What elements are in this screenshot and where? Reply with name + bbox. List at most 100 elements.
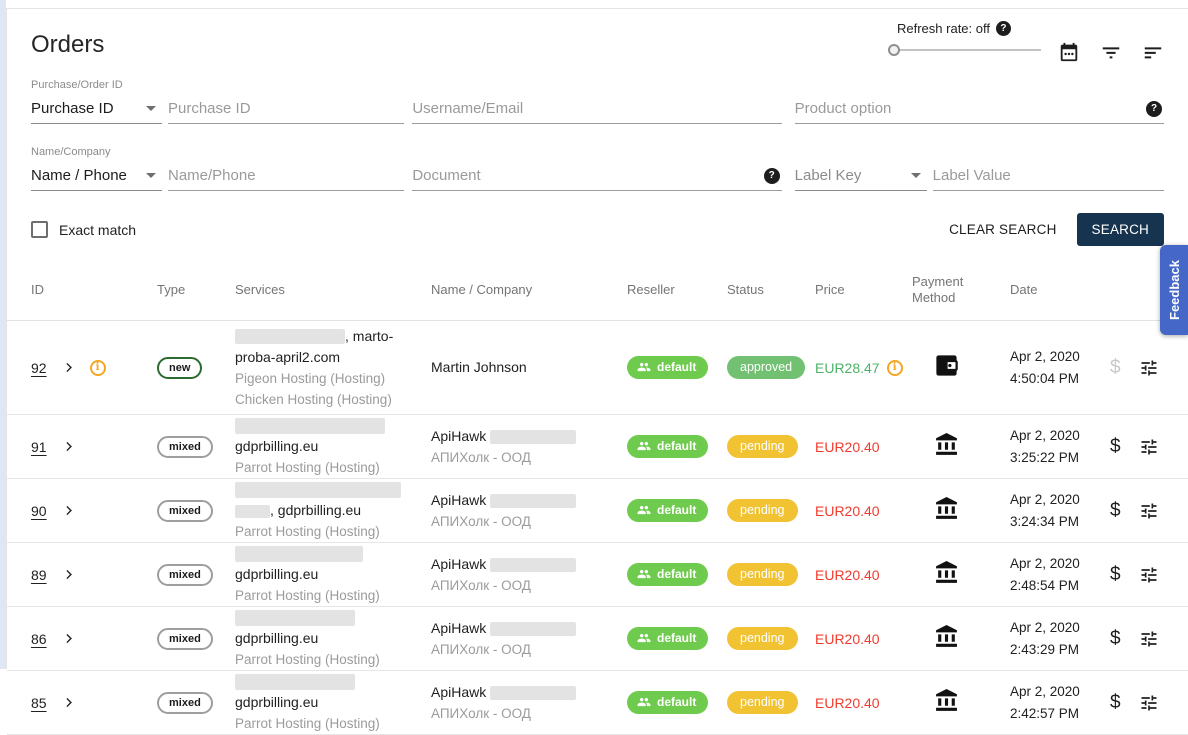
order-id-link[interactable]: 91 (31, 439, 47, 455)
refresh-rate-slider[interactable] (889, 49, 1041, 51)
help-icon[interactable]: ? (1146, 101, 1162, 117)
name-cell: ApiHawk АПИХолк - ООД (431, 426, 627, 468)
tune-icon[interactable] (1139, 629, 1159, 649)
payments-icon[interactable]: $ (1110, 564, 1121, 586)
price-value: EUR20.40 (815, 567, 880, 583)
feedback-tab[interactable]: Feedback (1160, 245, 1188, 335)
topbar: Orders Refresh rate: off ? (7, 9, 1188, 73)
clear-search-button[interactable]: CLEAR SEARCH (945, 214, 1060, 245)
table-row: 91 mixed gdprbilling.eu Parrot Hosting (… (7, 415, 1188, 479)
name-cell: ApiHawk АПИХолк - ООД (431, 682, 627, 724)
col-header-id: ID (31, 282, 157, 298)
reseller-badge: default (627, 563, 708, 586)
redacted-text (490, 494, 576, 508)
table-row: 85 mixed gdprbilling.eu Parrot Hosting (… (7, 671, 1188, 735)
status-badge: pending (727, 691, 798, 714)
table-header: ID Type Services Name / Company Reseller… (7, 260, 1188, 321)
name-phone-input[interactable] (168, 167, 404, 184)
document-input[interactable] (412, 167, 757, 184)
search-form: Purchase/Order ID Purchase ID (7, 73, 1188, 246)
label-value-input[interactable] (933, 167, 1164, 184)
help-icon[interactable]: ? (764, 168, 780, 184)
payments-icon[interactable]: $ (1110, 692, 1121, 714)
date-cell: Apr 2, 2020 2:48:54 PM (1010, 553, 1110, 597)
payments-icon[interactable]: $ (1110, 436, 1121, 458)
chevron-right-icon[interactable] (62, 632, 75, 645)
redacted-text (235, 329, 345, 344)
payments-icon[interactable]: $ (1110, 357, 1121, 379)
price-info-icon[interactable]: i (887, 360, 903, 376)
chevron-right-icon[interactable] (62, 504, 75, 517)
tune-icon[interactable] (1139, 565, 1159, 585)
payments-icon[interactable]: $ (1110, 628, 1121, 650)
table-row: 90 mixed , gdprbilling.eu Parrot Hosting… (7, 479, 1188, 543)
exact-match-checkbox[interactable] (31, 221, 48, 238)
name-type-select[interactable]: Name / Phone (31, 164, 162, 191)
bank-icon (934, 624, 959, 654)
chevron-right-icon[interactable] (62, 440, 75, 453)
redacted-text (235, 546, 363, 562)
bank-icon (934, 688, 959, 718)
status-badge: pending (727, 627, 798, 650)
chevron-down-icon (146, 106, 156, 111)
help-icon[interactable]: ? (996, 21, 1011, 36)
tune-icon[interactable] (1139, 693, 1159, 713)
order-id-link[interactable]: 86 (31, 631, 47, 647)
date-cell: Apr 2, 2020 3:25:22 PM (1010, 425, 1110, 469)
order-id-link[interactable]: 90 (31, 503, 47, 519)
chevron-right-icon[interactable] (62, 568, 75, 581)
redacted-text (235, 610, 355, 626)
redacted-text (235, 418, 385, 434)
reseller-badge: default (627, 627, 708, 650)
filter-icon[interactable] (1098, 39, 1124, 65)
bank-icon (934, 432, 959, 462)
info-icon[interactable]: i (90, 360, 106, 376)
search-button[interactable]: SEARCH (1077, 213, 1164, 246)
order-id-link[interactable]: 85 (31, 695, 47, 711)
price-value: EUR20.40 (815, 695, 880, 711)
type-badge: mixed (157, 500, 213, 522)
tune-icon[interactable] (1139, 437, 1159, 457)
calendar-icon[interactable] (1056, 39, 1082, 65)
sort-icon[interactable] (1140, 39, 1166, 65)
table-row: 92 i new , marto-proba-april2.com Pigeon… (7, 321, 1188, 415)
col-header-status: Status (727, 282, 815, 298)
payments-icon[interactable]: $ (1110, 500, 1121, 522)
name-cell: ApiHawk АПИХолк - ООД (431, 618, 627, 660)
chevron-down-icon (911, 173, 921, 178)
services-cell: gdprbilling.eu Parrot Hosting (Hosting) (235, 671, 431, 734)
tune-icon[interactable] (1139, 501, 1159, 521)
username-email-input[interactable] (412, 100, 781, 117)
price-value: EUR20.40 (815, 439, 880, 455)
product-option-input[interactable] (795, 100, 1140, 117)
purchase-group-label: Purchase/Order ID (31, 79, 404, 91)
slider-handle[interactable] (888, 44, 900, 56)
col-header-payment: Payment Method (912, 274, 1010, 306)
order-id-link[interactable]: 89 (31, 567, 47, 583)
col-header-price: Price (815, 282, 912, 298)
status-badge: approved (727, 356, 805, 379)
label-key-select[interactable]: Label Key (795, 164, 927, 191)
chevron-right-icon[interactable] (62, 361, 75, 374)
tune-icon[interactable] (1139, 358, 1159, 378)
date-cell: Apr 2, 2020 3:24:34 PM (1010, 489, 1110, 533)
page-title: Orders (31, 31, 104, 59)
bank-icon (934, 560, 959, 590)
services-cell: , marto-proba-april2.com Pigeon Hosting … (235, 326, 431, 410)
purchase-id-type-select[interactable]: Purchase ID (31, 97, 162, 124)
type-badge: mixed (157, 692, 213, 714)
services-cell: , gdprbilling.eu Parrot Hosting (Hosting… (235, 479, 431, 542)
services-cell: gdprbilling.eu Parrot Hosting (Hosting) (235, 415, 431, 478)
type-badge: mixed (157, 564, 213, 586)
name-cell: ApiHawk АПИХолк - ООД (431, 554, 627, 596)
price-value: EUR20.40 (815, 503, 880, 519)
bank-icon (934, 496, 959, 526)
purchase-id-input[interactable] (168, 100, 404, 117)
reseller-badge: default (627, 691, 708, 714)
refresh-rate-label: Refresh rate: off (897, 21, 990, 36)
chevron-right-icon[interactable] (62, 696, 75, 709)
order-id-link[interactable]: 92 (31, 360, 47, 376)
redacted-text (235, 505, 270, 518)
reseller-badge: default (627, 499, 708, 522)
name-cell: ApiHawk АПИХолк - ООД (431, 490, 627, 532)
